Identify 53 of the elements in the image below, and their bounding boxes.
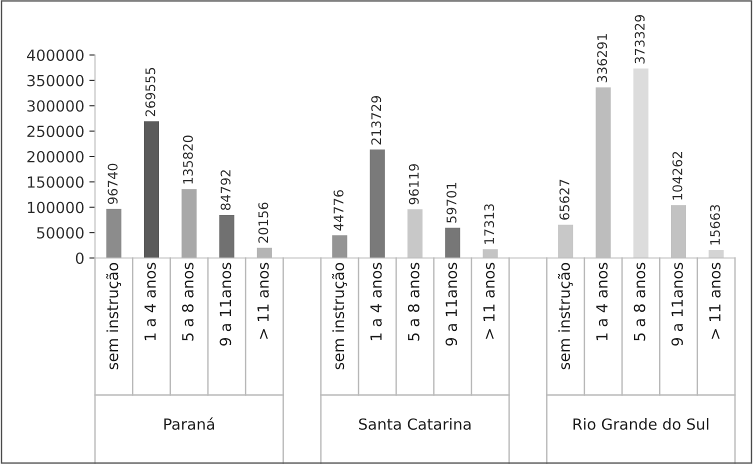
data-label: 96740 xyxy=(108,164,118,204)
y-tick-label: 250000 xyxy=(27,126,84,138)
data-label: 269555 xyxy=(145,68,156,116)
text: Rio Grande do Sul xyxy=(574,418,708,430)
bar xyxy=(558,224,574,258)
data-label: 213729 xyxy=(371,96,382,145)
bar xyxy=(332,235,348,258)
data-label: 44776 xyxy=(334,190,344,231)
y-tick-label: 0 xyxy=(76,252,84,264)
bar xyxy=(445,228,460,258)
y-tick-label: 400000 xyxy=(27,49,84,62)
data-label: 135820 xyxy=(182,136,193,184)
x-tick-label: 1 a 4 anos xyxy=(144,262,156,340)
bar xyxy=(182,189,197,258)
y-tick-label: 150000 xyxy=(28,176,84,188)
data-label: 59701 xyxy=(446,182,456,223)
x-tick-label: > 11 anos xyxy=(257,262,269,339)
data-label: 336291 xyxy=(597,34,608,82)
x-tick-label: 5 a 8 anos xyxy=(182,262,194,341)
x-tick-label: 5 a 8 anos xyxy=(408,262,420,341)
data-label: 84792 xyxy=(220,170,231,210)
bar xyxy=(144,121,159,258)
data-label: 65627 xyxy=(559,180,570,220)
y-tick-label: 350000 xyxy=(27,74,84,86)
x-tick-label: sem instrução xyxy=(106,262,121,370)
x-tick-label: 5 a 8 anos xyxy=(634,262,646,341)
bar xyxy=(407,209,423,258)
x-tick-label: 9 a 11anos xyxy=(446,262,458,346)
y-tick-label: 200000 xyxy=(27,150,84,163)
bar xyxy=(633,68,648,258)
x-tick-label: 1 a 4 anos xyxy=(370,262,382,340)
data-label: 15663 xyxy=(710,205,720,245)
x-tick-label: sem instrução xyxy=(558,262,573,370)
data-label: 17313 xyxy=(484,204,494,244)
bar xyxy=(708,250,724,258)
bar xyxy=(219,214,234,258)
x-tick-label: > 11 anos xyxy=(483,262,495,339)
x-tick-label: 9 a 11anos xyxy=(220,262,232,346)
y-tick-label: 100000 xyxy=(28,202,84,214)
x-tick-label: sem instrução xyxy=(332,262,347,370)
data-label: 20156 xyxy=(258,202,268,243)
data-label: 373329 xyxy=(634,15,645,64)
x-tick-label: 1 a 4 anos xyxy=(596,262,608,340)
text: Paraná xyxy=(164,417,214,430)
text: Santa Catarina xyxy=(359,418,471,430)
data-label: 104262 xyxy=(672,152,682,200)
y-tick-label: 300000 xyxy=(27,100,84,112)
bar xyxy=(370,150,385,258)
y-tick-label: 50000 xyxy=(37,227,84,239)
bar xyxy=(106,208,122,258)
x-tick-label: 9 a 11anos xyxy=(671,262,683,346)
data-label: 96119 xyxy=(408,164,419,204)
x-tick-label: > 11 anos xyxy=(709,262,721,339)
